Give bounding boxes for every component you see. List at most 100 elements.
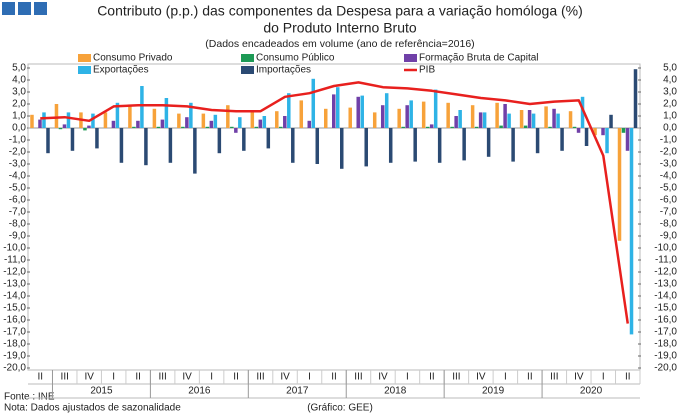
bar [242, 128, 246, 151]
bar [30, 114, 34, 128]
x-tick-label: III [452, 372, 460, 383]
bar [356, 96, 360, 128]
bar [87, 125, 91, 128]
bar [527, 110, 532, 128]
x-tick-label: I [602, 372, 605, 383]
bar [205, 126, 210, 128]
x-tick-label: I [112, 372, 115, 383]
bar [340, 128, 344, 169]
year-label: 2018 [384, 386, 407, 397]
y-tick-label: -14,0 [3, 291, 26, 302]
x-tick-label: IV [280, 372, 290, 383]
y-tick-label: 3,0 [12, 87, 26, 98]
bar [275, 111, 279, 128]
y2-tick-label: -20,0 [654, 363, 677, 374]
y2-tick-label: -19,0 [654, 351, 677, 362]
bar [136, 120, 140, 128]
x-tick-label: III [158, 372, 166, 383]
x-tick-label: IV [84, 372, 94, 383]
bar [144, 128, 148, 166]
x-tick-label: II [37, 372, 43, 383]
y2-tick-label: -10,0 [654, 243, 677, 254]
bar [291, 128, 295, 163]
x-tick-label: III [256, 372, 264, 383]
y2-tick-label: -8,0 [660, 219, 678, 230]
bar [470, 105, 475, 128]
bar [384, 93, 389, 128]
bar [234, 128, 238, 133]
bar [115, 102, 120, 128]
bar [307, 120, 312, 128]
bar [315, 128, 320, 164]
bar [503, 104, 507, 128]
bar [360, 95, 364, 128]
y-tick-label: -4,0 [9, 171, 27, 182]
bar [380, 105, 385, 128]
logo-square [2, 2, 15, 15]
y2-tick-label: -16,0 [654, 315, 677, 326]
y2-tick-label: -17,0 [654, 327, 677, 338]
y2-tick-label: 2,0 [663, 99, 677, 110]
note: Nota: Dados ajustados de sazonalidade [4, 403, 181, 414]
bar [168, 128, 173, 163]
bar [324, 108, 328, 128]
bar [388, 128, 393, 163]
bar [429, 124, 434, 128]
y-tick-label: 1,0 [12, 111, 26, 122]
line [40, 81, 629, 324]
bar [140, 86, 144, 128]
bar [446, 102, 450, 128]
bar [160, 119, 165, 128]
y-tick-label: 4,0 [12, 75, 26, 86]
bar [486, 128, 491, 157]
bar [572, 126, 577, 128]
x-tick-label: III [550, 372, 558, 383]
logo-square [34, 2, 47, 15]
chart-title: Contributo (p.p.) das componentes da Des… [97, 3, 583, 19]
x-tick-label: I [406, 372, 409, 383]
bar [258, 119, 263, 128]
x-tick-label: II [233, 372, 239, 383]
bar [128, 106, 132, 128]
bar [336, 87, 340, 128]
x-tick-label: II [135, 372, 141, 383]
bar [625, 128, 630, 151]
bar [409, 100, 413, 128]
y2-tick-label: -12,0 [654, 267, 677, 278]
legend-label: Consumo Público [256, 53, 335, 64]
y2-tick-label: -5,0 [660, 183, 678, 194]
bar [482, 112, 487, 128]
bar [601, 128, 605, 136]
y-tick-label: -8,0 [9, 219, 27, 230]
bar [299, 100, 304, 128]
bar [66, 112, 71, 128]
bar [95, 128, 99, 149]
bar [164, 98, 169, 128]
bar [238, 117, 242, 128]
bar [58, 128, 63, 130]
y-tick-label: 5,0 [12, 63, 26, 74]
year-label: 2020 [580, 386, 603, 397]
bar [560, 128, 564, 151]
bar [433, 89, 438, 128]
y-tick-label: -13,0 [3, 279, 26, 290]
bar [181, 126, 185, 128]
y2-tick-label: 1,0 [663, 111, 677, 122]
y-tick-label: -7,0 [9, 207, 27, 218]
bar [621, 128, 626, 133]
chart-subtitle: (Dados encadeados em volume (ano de refe… [205, 38, 474, 50]
bar [397, 108, 401, 128]
legend-swatch [241, 66, 254, 74]
y-tick-label: -19,0 [3, 351, 26, 362]
bar [262, 116, 267, 128]
x-tick-label: I [210, 372, 213, 383]
bar [91, 113, 95, 128]
year-label: 2016 [188, 386, 211, 397]
source: Fonte : INE [4, 392, 55, 403]
bar [548, 126, 552, 128]
legend-swatch [404, 54, 417, 62]
chart-title: do Produto Interno Bruto [263, 20, 417, 36]
bar [209, 120, 214, 128]
bar [478, 112, 483, 128]
logo-square [18, 2, 31, 15]
